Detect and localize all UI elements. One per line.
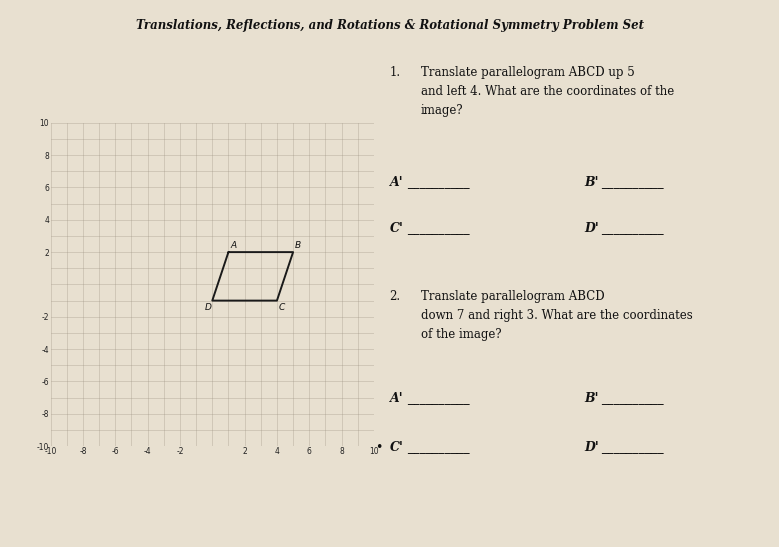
Text: D: D	[205, 303, 212, 312]
Text: D': D'	[584, 223, 599, 235]
Text: __________: __________	[601, 223, 664, 235]
Text: C': C'	[390, 223, 404, 235]
Text: __________: __________	[601, 392, 664, 405]
Text: A': A'	[390, 176, 403, 189]
Text: __________: __________	[601, 176, 664, 189]
Text: Translate parallelogram ABCD
down 7 and right 3. What are the coordinates
of the: Translate parallelogram ABCD down 7 and …	[421, 290, 693, 341]
Text: D': D'	[584, 441, 599, 454]
Text: __________: __________	[601, 441, 664, 454]
Text: C': C'	[390, 441, 404, 454]
Text: B: B	[295, 241, 301, 249]
Text: A': A'	[390, 392, 403, 405]
Text: __________: __________	[407, 223, 469, 235]
Text: A: A	[231, 241, 237, 249]
Text: __________: __________	[407, 441, 469, 454]
Text: __________: __________	[407, 176, 469, 189]
Text: B': B'	[584, 176, 599, 189]
Text: •: •	[375, 441, 382, 454]
Text: 2.: 2.	[390, 290, 400, 303]
Text: Translate parallelogram ABCD up 5
and left 4. What are the coordinates of the
im: Translate parallelogram ABCD up 5 and le…	[421, 66, 674, 117]
Text: B': B'	[584, 392, 599, 405]
Text: 1.: 1.	[390, 66, 400, 79]
Text: C: C	[279, 303, 285, 312]
Text: Translations, Reflections, and Rotations & Rotational Symmetry Problem Set: Translations, Reflections, and Rotations…	[136, 19, 643, 32]
Text: __________: __________	[407, 392, 469, 405]
